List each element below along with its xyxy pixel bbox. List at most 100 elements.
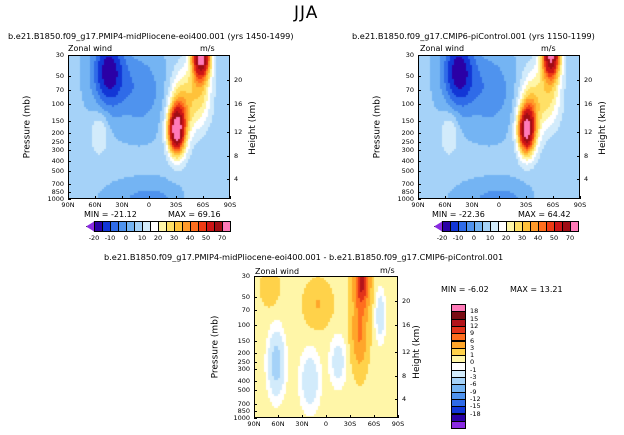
y-tick [68,55,71,56]
panel1-units: m/s [200,44,215,53]
colorbar-swatch [451,420,466,430]
panel2-units: m/s [541,44,556,53]
colorbar-label: 40 [185,234,195,242]
y-tick [68,89,71,91]
panel3-left-label: Zonal wind [255,267,300,276]
y-tick [254,361,257,363]
panel2-min: MIN = -22.36 [432,210,485,219]
x-tick-label: 60N [438,201,452,209]
height-tick-label: 16 [402,320,411,329]
y-tick-label: 70 [55,85,64,94]
x-tick-label: 60S [367,420,381,428]
y-tick [68,121,71,123]
y-tick-label: 700 [51,180,64,189]
panel3-ylabel: Pressure (mb) [210,315,221,379]
colorbar-label: 20 [501,234,511,242]
y-tick-label: 150 [401,117,414,126]
height-tick [227,131,230,133]
y-tick [254,411,257,413]
x-tick-label: 30N [295,420,309,428]
x-tick [445,196,446,199]
colorbar-label: 12 [470,321,479,330]
y-tick [254,380,257,382]
x-tick-label: 60S [546,201,560,209]
x-tick [278,415,279,418]
x-tick [95,196,96,199]
y-tick-label: 70 [241,306,250,315]
y-tick [418,89,421,91]
colorbar-label: 9 [470,329,475,338]
height-tick-label: 20 [402,296,411,305]
y-tick [418,184,421,186]
y-tick-label: 400 [237,376,250,385]
colorbar-label: 20 [153,234,163,242]
height-tick [227,104,230,106]
y-tick-label: 850 [401,188,414,197]
y-tick [418,142,421,144]
height-tick-label: 8 [234,152,239,161]
colorbar-label: 10 [137,234,147,242]
colorbar-label: -20 [88,234,100,242]
height-tick-label: 4 [402,394,407,403]
panel1-min: MIN = -21.12 [84,210,137,219]
y-tick-label: 100 [51,100,64,109]
x-tick-label: 0 [323,420,329,428]
x-tick-label: 90N [411,201,425,209]
colorbar-swatch [570,221,579,232]
panel2-ylabel-right: Height (km) [597,101,608,155]
y-tick-label: 1000 [47,195,64,203]
colorbar-label: 3 [470,343,475,352]
x-tick-label: 90S [223,201,237,209]
colorbar-label: 50 [201,234,211,242]
colorbar-label: -18 [470,409,481,418]
x-tick-label: 0 [146,201,152,209]
y-tick-label: 100 [237,320,250,329]
y-tick [68,132,71,134]
colorbar-label: 0 [123,234,129,242]
height-tick [395,351,398,353]
x-tick-label: 90N [247,420,261,428]
y-tick [418,199,421,200]
height-tick-label: 8 [402,372,407,381]
height-tick-label: 16 [234,100,243,109]
x-tick-label: 30S [519,201,533,209]
height-tick-label: 20 [584,75,593,84]
panel2-left-label: Zonal wind [420,44,465,53]
y-tick [68,170,71,172]
y-tick [254,341,257,343]
y-tick [418,170,421,172]
panel1-ylabel-right: Height (km) [247,101,258,155]
y-tick-label: 50 [55,71,64,80]
y-tick [68,199,71,200]
y-tick-label: 100 [401,100,414,109]
y-tick [254,369,257,371]
panel3-title: b.e21.B1850.f09_g17.PMIP4-midPliocene-eo… [104,252,504,262]
panel1-max: MAX = 69.16 [168,210,221,219]
panel2-heatmap [418,55,580,199]
y-tick [254,418,257,419]
x-tick [526,196,527,199]
colorbar-label: 70 [217,234,227,242]
x-tick [418,196,419,199]
colorbar-label: 6 [470,336,475,345]
y-tick [68,192,71,194]
y-tick [418,192,421,194]
y-tick [418,132,421,134]
colorbar-swatch [222,221,231,232]
height-tick [577,79,580,81]
x-tick-label: 90S [573,201,587,209]
x-tick-label: 0 [496,201,502,209]
x-tick [553,196,554,199]
height-tick-label: 4 [584,175,589,184]
x-tick [203,196,204,199]
y-tick-label: 500 [401,166,414,175]
y-tick-label: 700 [401,180,414,189]
y-tick-label: 850 [51,188,64,197]
panel2-title: b.e21.B1850.f09_g17.CMIP6-piControl.001 … [352,31,595,41]
figure-title: JJA [294,3,319,23]
y-tick-label: 700 [237,399,250,408]
y-tick [254,389,257,391]
y-tick-label: 70 [405,85,414,94]
panel1-heatmap [68,55,230,199]
x-tick [122,196,123,199]
